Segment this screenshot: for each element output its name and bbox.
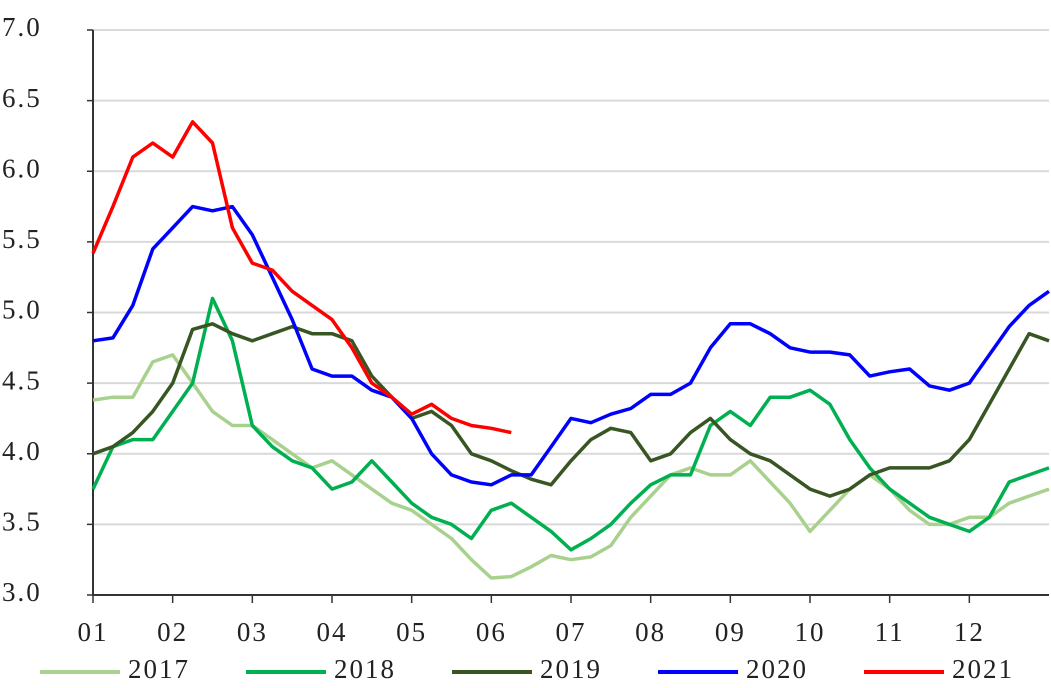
- legend-label: 2019: [540, 654, 602, 684]
- x-tick-label: 04: [317, 617, 348, 647]
- x-tick-label: 11: [875, 617, 905, 647]
- x-tick-label: 08: [635, 617, 666, 647]
- legend-label: 2021: [952, 654, 1014, 684]
- legend-label: 2020: [746, 654, 808, 684]
- legend-label: 2017: [128, 654, 190, 684]
- x-tick-label: 10: [795, 617, 826, 647]
- x-tick-label: 06: [476, 617, 507, 647]
- y-tick-label: 6.0: [2, 153, 42, 183]
- y-tick-label: 7.0: [2, 12, 42, 42]
- x-tick-label: 01: [78, 617, 109, 647]
- y-tick-label: 4.0: [2, 436, 42, 466]
- x-tick-label: 07: [556, 617, 587, 647]
- legend-label: 2018: [334, 654, 396, 684]
- series-line: [92, 204, 1051, 487]
- x-tick-label: 05: [396, 617, 427, 647]
- y-tick-label: 4.5: [2, 365, 42, 395]
- series-line: [91, 120, 512, 435]
- x-tick-label: 02: [157, 617, 188, 647]
- x-tick-label: 09: [715, 617, 746, 647]
- y-tick-label: 5.0: [2, 295, 42, 325]
- y-tick-label: 3.5: [2, 507, 42, 537]
- y-tick-label: 3.0: [2, 577, 42, 607]
- x-tick-label: 03: [237, 617, 268, 647]
- x-tick-label: 12: [954, 617, 985, 647]
- series-line: [92, 322, 1050, 498]
- y-tick-label: 5.5: [2, 224, 42, 254]
- y-tick-label: 6.5: [2, 83, 42, 113]
- series-line: [91, 296, 1050, 552]
